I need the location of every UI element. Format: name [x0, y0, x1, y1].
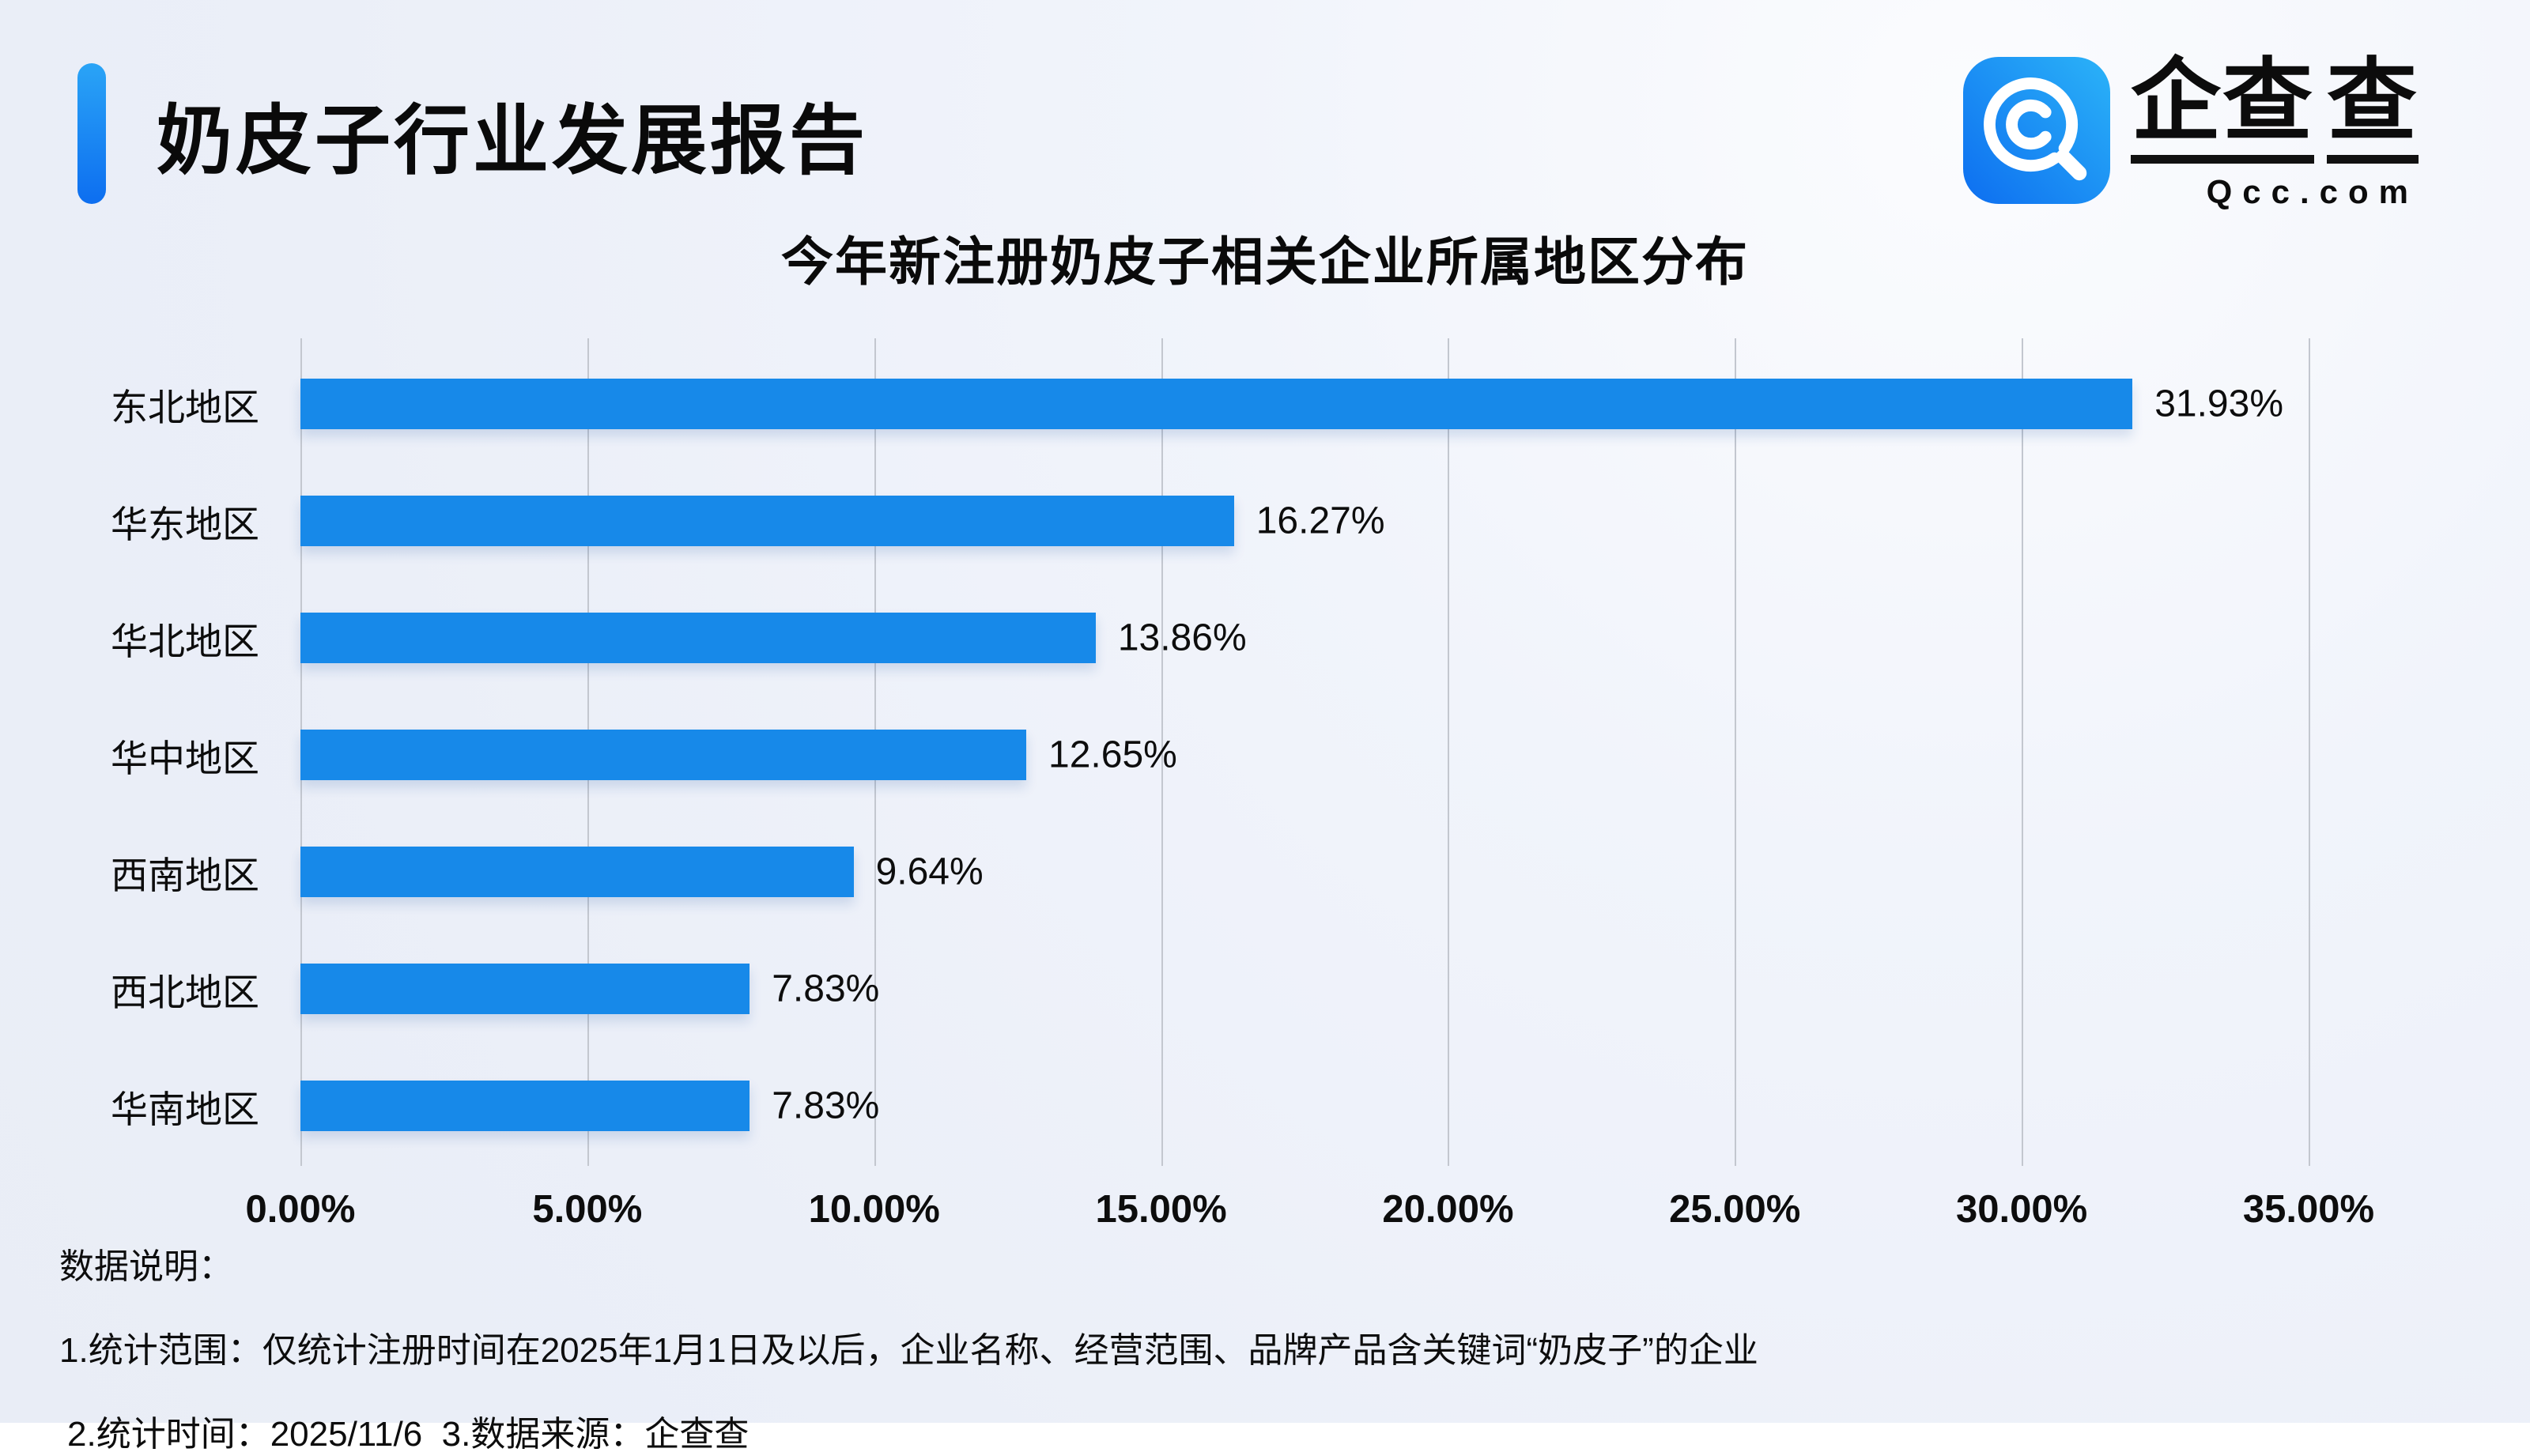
bar-value-label: 31.93%	[2154, 383, 2283, 425]
qcc-wordmark-part2: 查	[2327, 57, 2419, 164]
bar-value-label: 12.65%	[1048, 734, 1177, 776]
category-label: 华东地区	[111, 503, 259, 545]
gridline	[1448, 338, 1450, 1166]
x-axis: 0.00% 5.00% 10.00% 15.00% 20.00% 25.00% 30.00%…	[246, 1187, 2375, 1243]
bar-row: 9.64%	[300, 813, 2309, 930]
bar	[300, 496, 1234, 546]
x-tick-label: 30.00%	[1956, 1188, 2088, 1231]
bar-row: 16.27%	[300, 462, 2309, 579]
x-tick-label: 20.00%	[1382, 1188, 1514, 1231]
gridline	[1735, 338, 1737, 1166]
gridline	[1161, 338, 1163, 1166]
data-notes: 数据说明： 1.统计范围：仅统计注册时间在2025年1月1日及以后，企业名称、经…	[59, 1238, 2471, 1456]
category-label: 华南地区	[111, 1088, 259, 1130]
page-title: 奶皮子行业发展报告	[157, 99, 868, 183]
qcc-wordmark-part1: 企查	[2131, 57, 2315, 164]
category-label: 东北地区	[111, 386, 259, 428]
plot-area: 31.93% 16.27% 13.86% 12.65% 9.64% 7.83% 7.83%	[300, 338, 2310, 1166]
x-tick-label: 0.00%	[245, 1188, 356, 1231]
x-tick-label: 5.00%	[532, 1188, 643, 1231]
bar-value-label: 13.86%	[1117, 617, 1247, 659]
x-tick-label: 35.00%	[2242, 1188, 2375, 1231]
bar	[300, 379, 2133, 429]
bar-row: 31.93%	[300, 345, 2309, 462]
bar	[300, 847, 854, 897]
bar-value-label: 7.83%	[772, 968, 880, 1010]
gridline	[2022, 338, 2024, 1166]
notes-line-1: 1.统计范围：仅统计注册时间在2025年1月1日及以后，企业名称、经营范围、品牌…	[59, 1331, 1758, 1370]
category-label: 西南地区	[111, 854, 259, 896]
bar	[300, 964, 750, 1014]
bar	[300, 613, 1096, 663]
bar-value-label: 7.83%	[772, 1084, 880, 1127]
bar-row: 13.86%	[300, 579, 2309, 696]
gridline	[2309, 338, 2310, 1166]
qcc-domain: Qcc.com	[2206, 173, 2419, 210]
bar-row: 12.65%	[300, 696, 2309, 813]
bar-value-label: 9.64%	[875, 851, 984, 893]
bar-value-label: 16.27%	[1256, 500, 1385, 542]
bar-row: 7.83%	[300, 930, 2309, 1047]
bar-row: 7.83%	[300, 1047, 2309, 1164]
title-accent-bar	[77, 63, 106, 204]
qcc-wordmark-zh: 企查 查	[2131, 57, 2419, 164]
category-label: 华北地区	[111, 620, 259, 662]
category-label: 西北地区	[111, 971, 259, 1013]
notes-line-2: 2.统计时间：2025/11/6 3.数据来源：企查查	[67, 1415, 750, 1454]
qcc-wordmark: 企查 查 Qcc.com	[2131, 57, 2419, 211]
notes-heading: 数据说明：	[59, 1247, 233, 1286]
x-tick-label: 15.00%	[1095, 1188, 1227, 1231]
qcc-logo: 企查 查 Qcc.com	[1963, 57, 2419, 211]
x-tick-label: 10.00%	[808, 1188, 940, 1231]
x-tick-label: 25.00%	[1669, 1188, 1801, 1231]
bar	[300, 730, 1027, 780]
chart-title: 今年新注册奶皮子相关企业所属地区分布	[781, 232, 1749, 291]
category-label: 华中地区	[111, 737, 259, 779]
qcc-magnifier-icon	[1963, 57, 2110, 204]
category-labels: 东北地区华东地区华北地区华中地区西南地区西北地区华南地区	[0, 345, 278, 1164]
bar	[300, 1081, 750, 1131]
